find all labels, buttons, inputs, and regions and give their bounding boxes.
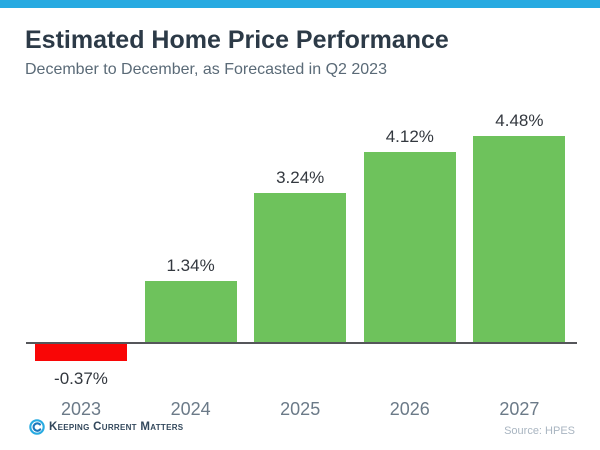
bar-value-label: -0.37% bbox=[54, 369, 108, 389]
bar-value-label: 4.12% bbox=[385, 127, 434, 147]
bar-value-label: 4.48% bbox=[495, 110, 544, 130]
page-title: Estimated Home Price Performance bbox=[25, 26, 449, 54]
bar-2026 bbox=[363, 152, 456, 343]
bar-2025 bbox=[254, 192, 347, 343]
x-axis-line bbox=[26, 342, 577, 344]
kcm-logo-text: Keeping Current Matters bbox=[49, 421, 184, 433]
bar-2024 bbox=[144, 280, 237, 343]
top-accent-bar bbox=[0, 0, 600, 8]
bar-2023 bbox=[35, 344, 127, 362]
kcm-swirl-icon bbox=[29, 419, 45, 435]
bar-2027 bbox=[473, 135, 566, 343]
kcm-logo: Keeping Current Matters bbox=[29, 419, 183, 435]
x-axis-label-2027: 2027 bbox=[499, 399, 540, 419]
source-label: Source: HPES bbox=[504, 425, 575, 437]
bar-value-label: 3.24% bbox=[276, 167, 325, 187]
bar-value-label: 1.34% bbox=[166, 255, 215, 275]
page-subtitle: December to December, as Forecasted in Q… bbox=[25, 61, 387, 78]
x-axis-label-2023: 2023 bbox=[60, 399, 101, 419]
x-axis-label-2026: 2026 bbox=[389, 399, 430, 419]
x-axis-label-2025: 2025 bbox=[280, 399, 321, 419]
x-axis-label-2024: 2024 bbox=[170, 399, 211, 419]
